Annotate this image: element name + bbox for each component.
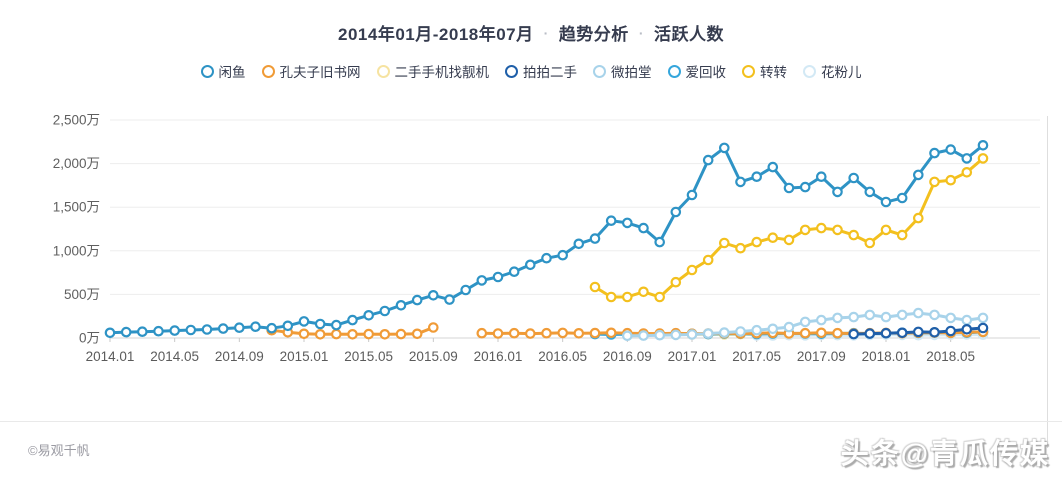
- svg-text:0万: 0万: [79, 331, 100, 346]
- svg-text:2017.01: 2017.01: [668, 349, 717, 364]
- legend-ring-icon: [742, 64, 755, 78]
- data-source-label: ©易观千帆: [28, 443, 90, 458]
- svg-text:2018.01: 2018.01: [862, 349, 911, 364]
- legend-item-paipai[interactable]: 拍拍二手: [505, 61, 577, 81]
- svg-text:2,500万: 2,500万: [53, 113, 100, 128]
- legend-ring-icon: [505, 64, 518, 78]
- svg-text:2016.05: 2016.05: [538, 349, 587, 364]
- svg-text:2017.05: 2017.05: [732, 349, 781, 364]
- svg-text:2015.05: 2015.05: [344, 349, 393, 364]
- svg-text:2014.01: 2014.01: [86, 349, 135, 364]
- svg-text:500万: 500万: [64, 287, 100, 302]
- legend: 闲鱼 孔夫子旧书网 二手手机找靓机 拍拍二手 微拍堂 爱回收 转转 花粉儿: [0, 61, 1062, 81]
- legend-item-huafener[interactable]: 花粉儿: [803, 61, 862, 81]
- legend-ring-icon: [667, 64, 681, 78]
- title-metric: 趋势分析: [558, 25, 629, 44]
- svg-text:2,000万: 2,000万: [53, 156, 100, 171]
- legend-ring-icon: [593, 64, 606, 78]
- legend-ring-icon: [200, 64, 214, 78]
- legend-item-xianyu[interactable]: 闲鱼: [200, 61, 246, 81]
- svg-text:2018.05: 2018.05: [926, 349, 975, 364]
- svg-text:2014.09: 2014.09: [215, 349, 264, 364]
- svg-text:2016.09: 2016.09: [603, 349, 652, 364]
- legend-ring-icon: [261, 64, 275, 78]
- svg-text:2017.09: 2017.09: [797, 349, 846, 364]
- footer-divider: [0, 421, 1062, 422]
- svg-text:2016.01: 2016.01: [474, 349, 523, 364]
- title-separator-icon: ·: [543, 25, 549, 41]
- chart-title: 2014年01月-2018年07月 · 趋势分析 · 活跃人数: [0, 20, 1062, 45]
- svg-text:2015.01: 2015.01: [280, 349, 329, 364]
- title-separator-icon: ·: [638, 25, 644, 41]
- svg-text:1,500万: 1,500万: [53, 200, 100, 215]
- legend-ring-icon: [803, 64, 816, 78]
- svg-text:1,000万: 1,000万: [53, 243, 100, 258]
- svg-text:2015.09: 2015.09: [409, 349, 458, 364]
- title-measure: 活跃人数: [653, 25, 724, 44]
- legend-item-zhuanzhuan[interactable]: 转转: [742, 61, 787, 81]
- svg-text:2014.05: 2014.05: [150, 349, 199, 364]
- legend-item-weipaitang[interactable]: 微拍堂: [593, 61, 652, 81]
- legend-item-kongfuzi[interactable]: 孔夫子旧书网: [261, 61, 361, 81]
- legend-item-aihuishou[interactable]: 爱回收: [667, 61, 726, 81]
- legend-ring-icon: [376, 64, 390, 78]
- legend-item-zhaoliangji[interactable]: 二手手机找靓机: [376, 61, 489, 81]
- title-date-range: 2014年01月-2018年07月: [338, 25, 534, 44]
- watermark-text: 头条@青瓜传媒: [840, 438, 1050, 469]
